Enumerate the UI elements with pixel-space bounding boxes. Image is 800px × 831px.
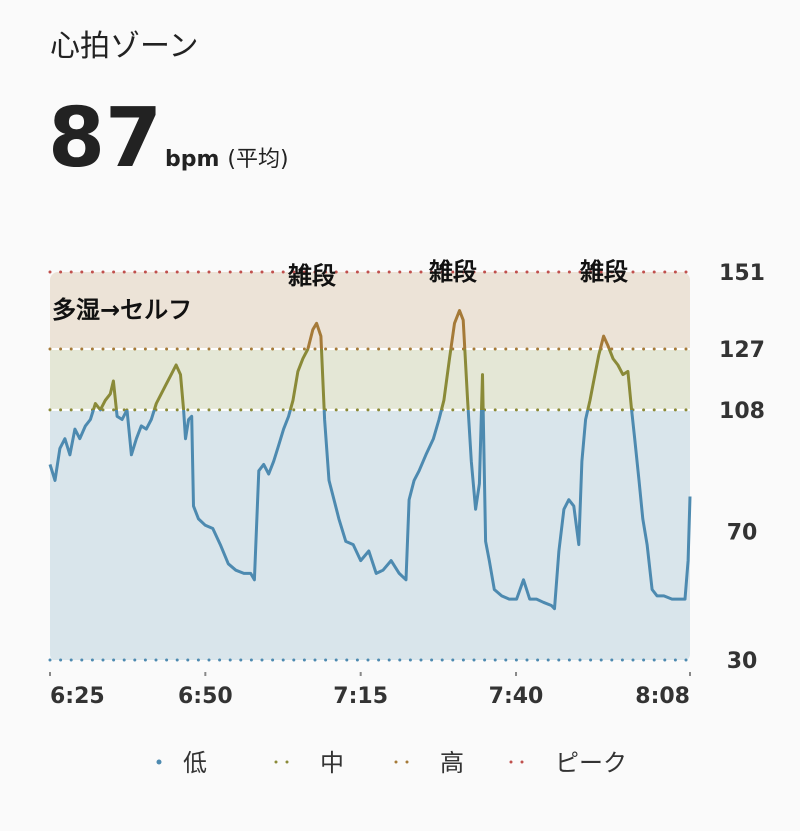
annotation: 雑段 [428,258,477,286]
x-tick-label: 7:40 [489,684,544,709]
x-tick-label: 6:50 [178,684,233,709]
zone-band [50,409,690,660]
plot: 30 70 108 127 151 6:25 6:50 7:15 7:40 8:08 [48,261,765,709]
average-value: 87 [48,91,162,186]
legend-label: 低 [183,749,207,777]
annotation: 雑段 [579,258,628,286]
y-tick-label: 127 [719,338,765,363]
y-tick-label: 108 [719,399,765,424]
legend-label: ピーク [555,749,627,777]
annotation: 多湿→セルフ [52,296,192,324]
legend: 低 中 高 ピーク [156,749,627,777]
title: 心拍ゾーン [50,29,199,64]
annotation: 雑段 [287,262,336,290]
y-tick-label: 151 [719,261,765,286]
y-tick-label: 70 [727,521,758,546]
y-tick-label: 30 [727,649,758,674]
x-tick-label: 6:25 [50,684,105,709]
legend-swatch [156,759,162,765]
unit-note: (平均) [227,147,288,172]
zone-band [50,272,690,349]
unit: bpm [165,147,219,172]
legend-label: 高 [440,749,464,777]
x-tick-label: 7:15 [333,684,388,709]
legend-label: 中 [320,749,344,777]
heart-rate-line [48,309,692,611]
bands [50,272,690,660]
x-tick-label: 8:08 [635,684,690,709]
